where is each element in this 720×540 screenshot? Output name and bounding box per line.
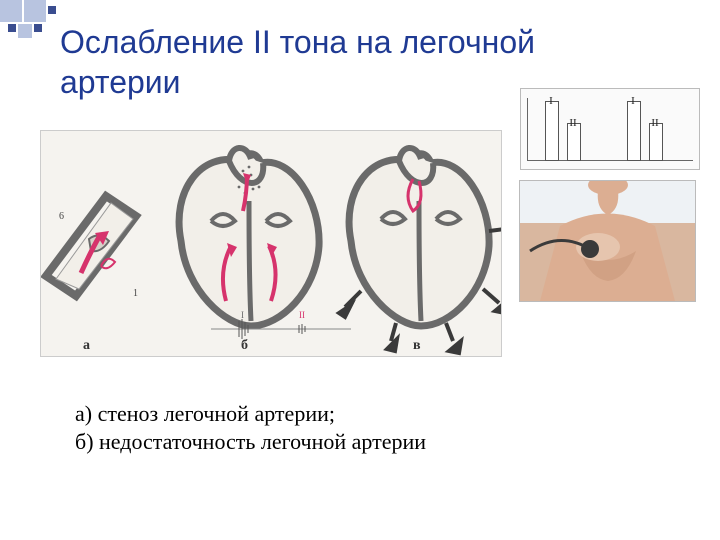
heart-diagram-svg: 6 1 — [41, 131, 501, 356]
fig-label-a: а — [83, 338, 90, 354]
caption-line-b: б) недостаточность легочной артерии — [75, 428, 426, 456]
svg-text:1: 1 — [133, 288, 138, 299]
svg-text:6: 6 — [59, 211, 64, 222]
svg-text:I: I — [241, 310, 244, 320]
auscultation-photo — [519, 180, 696, 302]
tone-amplitude-chart: I II I II — [520, 88, 700, 170]
heart-diagram-figure: 6 1 — [40, 130, 502, 357]
caption-line-a: а) стеноз легочной артерии; — [75, 400, 426, 428]
figure-caption: а) стеноз легочной артерии; б) недостато… — [75, 400, 426, 456]
fig-label-b: б — [241, 338, 248, 354]
fig-label-v: в — [413, 338, 421, 354]
svg-text:II: II — [299, 310, 305, 320]
